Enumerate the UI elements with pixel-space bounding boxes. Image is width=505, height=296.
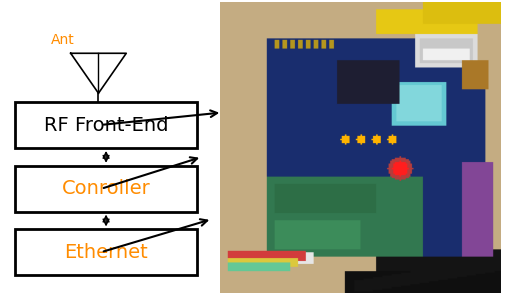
- Bar: [15, 102, 197, 148]
- Text: Conroller: Conroller: [62, 179, 150, 198]
- Bar: [15, 229, 197, 275]
- Bar: [15, 166, 197, 212]
- Text: Ant: Ant: [51, 33, 75, 47]
- Text: RF Front-End: RF Front-End: [44, 115, 168, 135]
- Text: Ethernet: Ethernet: [64, 243, 148, 262]
